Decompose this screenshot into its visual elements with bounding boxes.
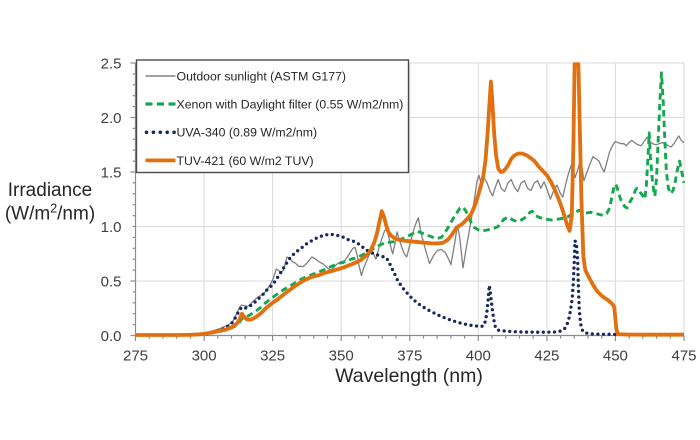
svg-text:400: 400 [466,348,491,365]
svg-text:275: 275 [123,348,148,365]
svg-text:Xenon with Daylight filter (0.: Xenon with Daylight filter (0.55 W/m2/nm… [177,97,404,111]
svg-text:375: 375 [397,348,422,365]
svg-text:325: 325 [260,348,285,365]
svg-text:1.5: 1.5 [101,164,122,181]
svg-text:1.0: 1.0 [101,219,122,236]
svg-text:450: 450 [603,348,628,365]
svg-text:Irradiance: Irradiance [8,180,93,201]
svg-text:(W/m2/nm): (W/m2/nm) [5,202,95,225]
svg-text:350: 350 [329,348,354,365]
svg-text:0.0: 0.0 [101,328,122,345]
svg-text:2.5: 2.5 [101,55,122,72]
svg-text:425: 425 [534,348,559,365]
svg-text:300: 300 [192,348,217,365]
svg-text:0.5: 0.5 [101,273,122,290]
svg-text:Outdoor sunlight (ASTM G177): Outdoor sunlight (ASTM G177) [177,69,347,83]
svg-text:Wavelength (nm): Wavelength (nm) [335,365,483,387]
svg-text:475: 475 [671,348,696,365]
svg-text:2.0: 2.0 [101,110,122,127]
svg-text:TUV-421 (60 W/m2 TUV): TUV-421 (60 W/m2 TUV) [177,154,314,168]
svg-text:UVA-340 (0.89 W/m2/nm): UVA-340 (0.89 W/m2/nm) [177,126,318,140]
